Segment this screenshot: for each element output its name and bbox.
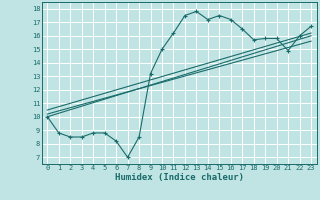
X-axis label: Humidex (Indice chaleur): Humidex (Indice chaleur): [115, 173, 244, 182]
